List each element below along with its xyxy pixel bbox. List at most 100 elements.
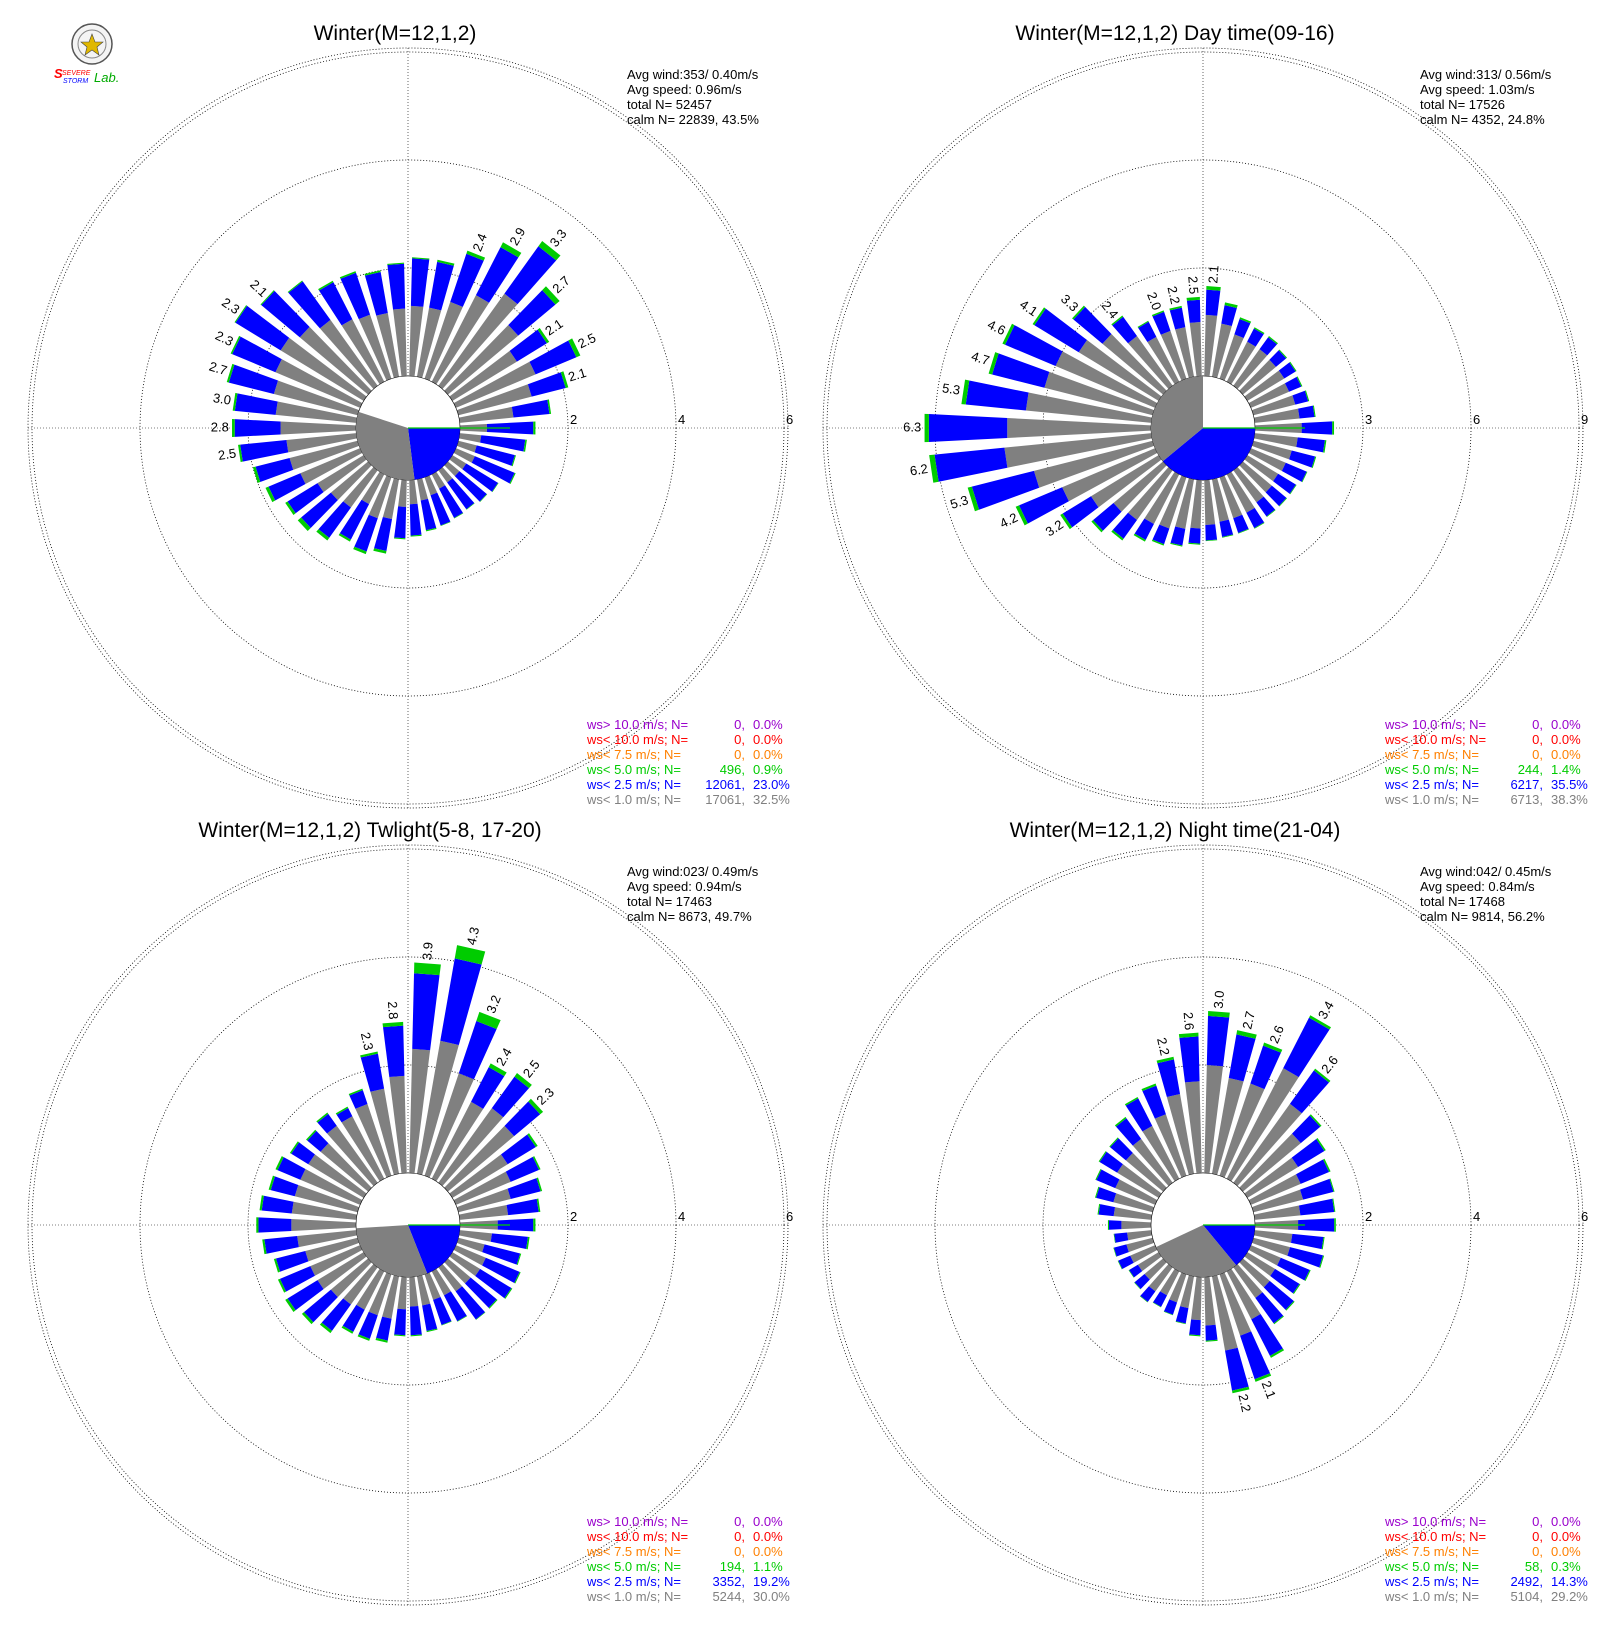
petal-gray-bar	[453, 448, 475, 463]
ring-tick-label: 4	[1473, 1209, 1480, 1224]
petal-green-bar	[1224, 302, 1238, 308]
petal-gray-bar	[275, 401, 358, 423]
calm-blue-slice	[408, 428, 460, 480]
petal-gray-bar	[1102, 333, 1167, 395]
petal-blue-bar	[1291, 1233, 1324, 1250]
stats-line: Avg speed: 1.03m/s	[1420, 82, 1535, 97]
petal-green-bar	[260, 290, 275, 306]
petal-green-bar	[1032, 307, 1046, 326]
petal-blue-bar	[447, 478, 475, 510]
petal-green-bar	[511, 455, 516, 467]
petal-gray-bar	[444, 1125, 515, 1192]
legend-count: 496,	[720, 762, 745, 777]
petal-gray-bar	[1248, 383, 1290, 408]
petal-green-bar	[1114, 1116, 1127, 1127]
petal-value-label: 2.3	[534, 1085, 557, 1108]
petal-green-bar	[373, 548, 387, 554]
petal-blue-bar	[1163, 1299, 1178, 1315]
petal-green-bar	[316, 1112, 329, 1123]
petal-gray-bar	[317, 1252, 367, 1290]
petal-gray-bar	[1126, 1237, 1155, 1253]
petal-value-label: 2.1	[566, 365, 588, 385]
petal-blue-bar	[1292, 1115, 1321, 1144]
petal-green-bar	[1156, 1056, 1174, 1064]
petal-value-label: 2.2	[1154, 1036, 1173, 1057]
legend-label: ws> 10.0 m/s; N=	[1384, 1514, 1486, 1529]
petal-blue-bar	[287, 1280, 324, 1311]
petal-gray-bar	[1190, 479, 1202, 529]
ring-tick-label: 9	[1581, 412, 1588, 427]
petal-blue-bar	[491, 1076, 530, 1118]
petal-gray-bar	[456, 440, 477, 453]
petal-value-label: 3.2	[483, 993, 504, 1015]
petal-gray-bar	[397, 1276, 407, 1310]
petal-gray-bar	[300, 1169, 363, 1205]
petal-green-bar	[226, 363, 235, 383]
petal-blue-bar	[971, 470, 1040, 510]
petal-blue-bar	[1233, 514, 1249, 533]
legend-count: 17061,	[705, 792, 745, 807]
petal-gray-bar	[1144, 1258, 1167, 1280]
petal-green-bar	[382, 1021, 404, 1028]
petal-green-bar	[1323, 1158, 1331, 1172]
legend-percent: 0.0%	[1551, 732, 1581, 747]
petal-green-bar	[1268, 336, 1278, 345]
petal-value-label: 3.4	[1315, 998, 1337, 1021]
petal-green-bar	[1238, 528, 1249, 534]
petal-green-bar	[504, 1288, 513, 1299]
petal-blue-bar	[486, 421, 534, 435]
petal-gray-bar	[291, 1201, 358, 1220]
legend-label: ws< 1.0 m/s; N=	[1384, 1589, 1479, 1604]
petal-green-bar	[353, 546, 367, 555]
legend-percent: 0.0%	[753, 1529, 783, 1544]
petal-value-label: 2.6	[1266, 1023, 1287, 1045]
petal-green-bar	[341, 1325, 354, 1334]
petal-blue-bar	[1263, 1280, 1294, 1310]
petal-value-label: 2.5	[575, 330, 598, 351]
petal-blue-bar	[307, 1130, 329, 1152]
petal-gray-bar	[424, 1272, 441, 1300]
legend-percent: 0.0%	[753, 747, 783, 762]
ring-tick-label: 6	[786, 1209, 793, 1224]
legend-percent: 0.0%	[1551, 1529, 1581, 1544]
petal-green-bar	[1113, 1233, 1116, 1243]
petal-blue-bar	[1073, 306, 1112, 344]
petal-blue-bar	[240, 440, 289, 462]
petal-blue-bar	[504, 246, 557, 305]
stats-line: calm N= 4352, 24.8%	[1420, 112, 1545, 127]
petal-blue-bar	[501, 1134, 536, 1165]
wind-rose-panel: 2.52.83.02.72.32.32.12.4 2.9 3.32.72.12.52…	[27, 22, 793, 809]
petal-value-label: 2.4	[469, 231, 490, 253]
legend-label: ws< 1.0 m/s; N=	[1384, 792, 1479, 807]
petal-gray-bar	[1121, 1220, 1152, 1230]
petal-green-bar	[238, 444, 243, 463]
petal-green-bar	[316, 529, 330, 541]
calm-gray-slice	[356, 1225, 428, 1278]
petal-green-bar	[275, 1156, 284, 1171]
petal-blue-bar	[319, 282, 353, 326]
petal-gray-bar	[1175, 327, 1195, 378]
petal-value-label: 6.3	[903, 419, 921, 434]
petal-gray-bar	[1233, 1263, 1263, 1298]
petal-gray-bar	[1127, 1230, 1153, 1241]
petal-gray-bar	[320, 1143, 372, 1192]
legend-count: 0,	[734, 732, 745, 747]
petal-green-bar	[1239, 317, 1252, 324]
legend-count: 6217,	[1510, 777, 1543, 792]
petal-blue-bar	[1169, 307, 1186, 330]
petal-gray-bar	[416, 307, 442, 378]
petal-blue-bar	[1301, 421, 1333, 435]
petal-gray-bar	[398, 479, 407, 507]
petal-blue-bar	[1140, 1286, 1156, 1302]
legend-percent: 0.0%	[753, 732, 783, 747]
petal-green-bar	[1175, 1321, 1186, 1325]
legend-label: ws< 2.5 m/s; N=	[586, 1574, 681, 1589]
legend-label: ws< 7.5 m/s; N=	[1384, 747, 1479, 762]
petal-blue-bar	[336, 1108, 353, 1123]
petal-blue-bar	[1273, 473, 1296, 494]
petal-gray-bar	[1253, 1230, 1293, 1243]
petal-blue-bar	[1289, 450, 1316, 468]
legend-count: 3352,	[712, 1574, 745, 1589]
petal-green-bar	[1236, 1030, 1257, 1039]
petal-gray-bar	[389, 1075, 407, 1174]
